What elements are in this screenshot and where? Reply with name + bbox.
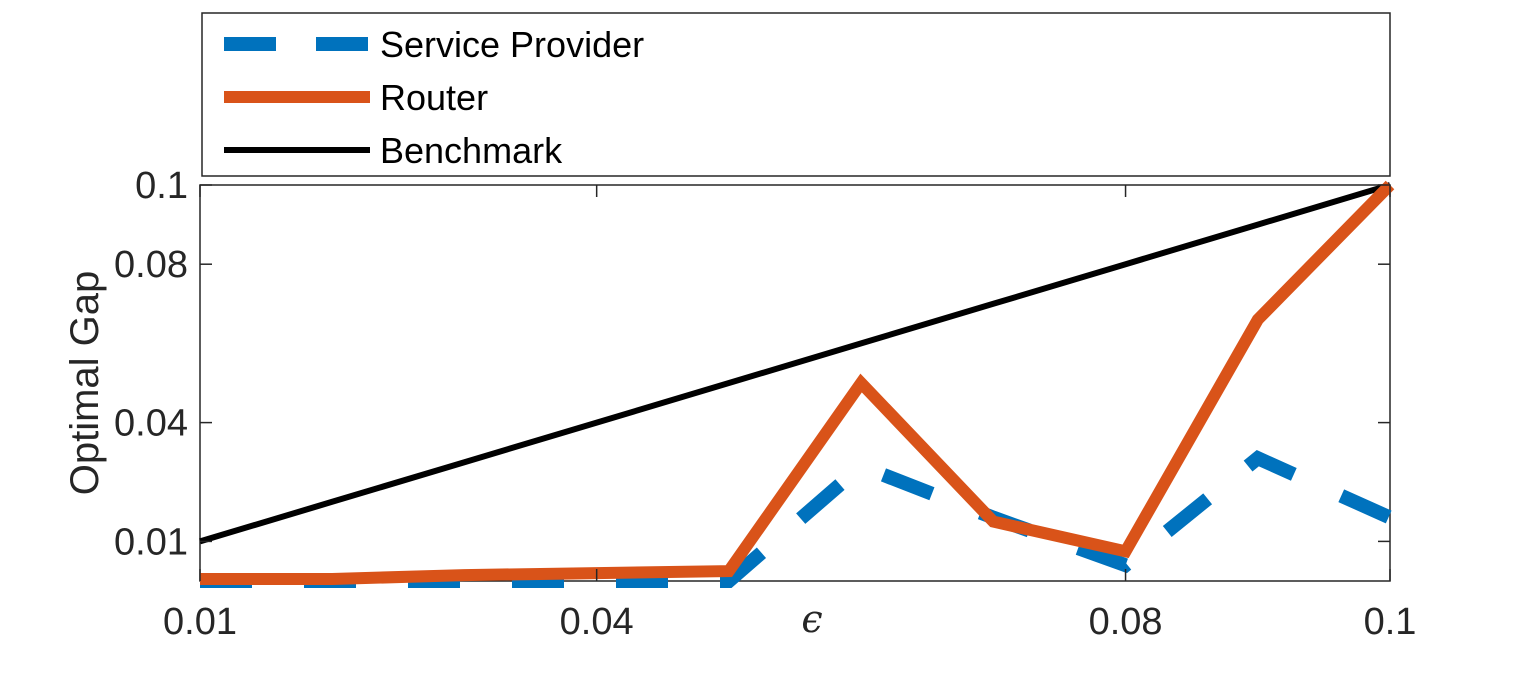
plot-box [199,184,1391,582]
legend-label-service-provider: Service Provider [380,24,644,65]
series-line-router [200,180,1395,585]
plot-area: 0.01 0.04 0.08 0.1 0.01 0.04 0.08 0.1 [114,165,1416,643]
y-tick-label: 0.04 [114,403,188,445]
series-line-service-provider [200,450,1393,588]
y-tick-label: 0.01 [114,521,188,563]
series-line-benchmark [199,182,1391,545]
legend-label-benchmark: Benchmark [380,130,563,171]
x-tick-label: 0.08 [1089,601,1163,643]
y-tick-label: 0.08 [114,244,188,286]
x-tick-label: 0.1 [1364,601,1417,643]
x-tick-label: 0.04 [560,601,634,643]
legend-label-router: Router [380,77,488,118]
y-axis-label: Optimal Gap [63,271,107,496]
x-axis-label: ϵ [801,597,822,641]
x-tick-label: 0.01 [163,601,237,643]
legend-box [201,12,1391,177]
legend: Service Provider Router Benchmark [201,12,1391,177]
y-tick-label: 0.1 [135,165,188,207]
